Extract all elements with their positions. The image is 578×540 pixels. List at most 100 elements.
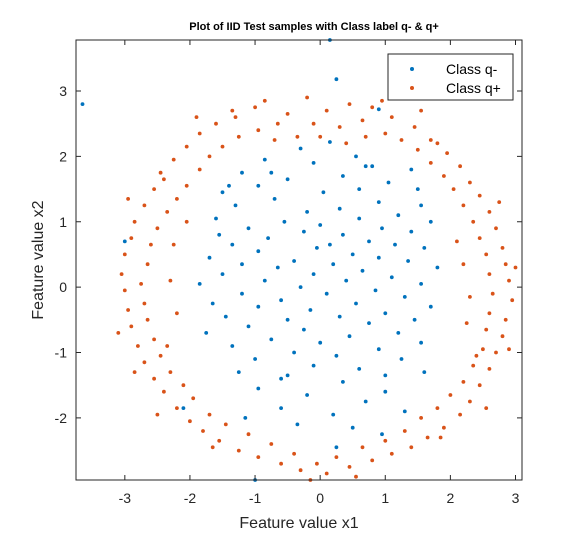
- point-q-minus: [341, 174, 345, 178]
- legend-label-q-plus: Class q+: [446, 80, 501, 96]
- point-q-minus: [279, 406, 283, 410]
- point-q-minus: [357, 367, 362, 371]
- point-q-minus: [298, 285, 303, 289]
- point-q-plus: [468, 295, 472, 299]
- point-q-plus: [402, 429, 407, 433]
- point-q-minus: [419, 340, 423, 345]
- point-q-plus: [201, 429, 205, 433]
- point-q-minus: [396, 331, 401, 335]
- point-q-plus: [184, 183, 189, 188]
- point-q-minus: [210, 301, 215, 306]
- point-q-plus: [389, 451, 394, 456]
- point-q-plus: [419, 108, 423, 113]
- point-q-plus: [262, 98, 267, 103]
- point-q-minus: [328, 140, 332, 144]
- point-q-minus: [122, 239, 127, 244]
- point-q-minus: [341, 232, 345, 237]
- point-q-plus: [442, 425, 446, 430]
- legend-box: [387, 53, 514, 101]
- point-q-minus: [318, 223, 323, 227]
- point-q-plus: [181, 383, 186, 388]
- point-q-minus: [435, 265, 440, 270]
- point-q-minus: [354, 154, 358, 159]
- point-q-plus: [419, 416, 423, 420]
- point-q-minus: [204, 331, 209, 335]
- point-q-plus: [412, 125, 417, 129]
- point-q-plus: [158, 353, 163, 358]
- point-q-minus: [298, 146, 303, 151]
- point-q-minus: [328, 242, 332, 247]
- point-q-plus: [152, 376, 157, 381]
- point-q-plus: [334, 455, 339, 459]
- point-q-minus: [334, 77, 339, 82]
- point-q-plus: [324, 108, 329, 113]
- point-q-plus: [324, 471, 329, 476]
- point-q-plus: [464, 321, 469, 325]
- point-q-minus: [341, 380, 345, 384]
- point-q-plus: [184, 219, 189, 224]
- point-q-minus: [262, 157, 267, 162]
- point-q-minus: [428, 304, 433, 309]
- point-q-plus: [468, 180, 472, 185]
- point-q-plus: [370, 105, 375, 110]
- point-q-plus: [145, 262, 150, 267]
- plot-area: [76, 40, 522, 480]
- point-q-minus: [256, 386, 261, 391]
- point-q-minus: [282, 219, 287, 224]
- point-q-plus: [484, 252, 489, 257]
- point-q-plus: [175, 311, 179, 316]
- point-q-plus: [175, 406, 179, 410]
- point-q-minus: [279, 298, 283, 303]
- point-q-minus: [295, 422, 300, 427]
- point-q-plus: [194, 115, 199, 119]
- point-q-minus: [334, 353, 339, 358]
- point-q-plus: [438, 435, 443, 440]
- point-q-plus: [298, 468, 303, 473]
- point-q-minus: [422, 370, 427, 374]
- point-q-minus: [279, 376, 283, 381]
- point-q-plus: [380, 98, 384, 103]
- point-q-plus: [214, 121, 218, 126]
- point-q-plus: [481, 347, 485, 352]
- point-q-minus: [305, 393, 309, 397]
- point-q-plus: [191, 396, 196, 401]
- point-q-plus: [318, 134, 323, 139]
- point-q-plus: [233, 115, 238, 119]
- point-q-plus: [471, 219, 476, 224]
- x-axis-label: Feature value x1: [239, 515, 358, 532]
- point-q-plus: [295, 134, 300, 139]
- point-q-plus: [129, 236, 134, 241]
- point-q-minus: [266, 236, 270, 241]
- point-q-minus: [256, 304, 261, 309]
- points-layer: [80, 38, 518, 482]
- legend: Class q- Class q+: [387, 53, 514, 101]
- point-q-minus: [347, 334, 352, 339]
- point-q-plus: [484, 406, 489, 410]
- x-tick-label: -1: [249, 490, 262, 506]
- point-q-minus: [376, 107, 381, 112]
- point-q-minus: [230, 242, 235, 247]
- point-q-minus: [360, 268, 365, 273]
- point-q-minus: [367, 321, 371, 325]
- point-q-plus: [236, 448, 241, 453]
- point-q-plus: [152, 187, 157, 192]
- point-q-minus: [422, 246, 427, 250]
- point-q-minus: [412, 317, 417, 322]
- point-q-plus: [279, 461, 283, 466]
- point-q-plus: [455, 239, 459, 244]
- point-q-minus: [399, 357, 404, 361]
- point-q-minus: [380, 432, 384, 437]
- point-q-plus: [256, 455, 261, 459]
- point-q-plus: [337, 125, 342, 129]
- point-q-plus: [119, 272, 124, 276]
- point-q-plus: [158, 170, 163, 175]
- point-q-minus: [409, 167, 414, 172]
- point-q-plus: [253, 105, 257, 110]
- point-q-plus: [507, 278, 511, 283]
- point-q-minus: [393, 242, 397, 247]
- point-q-minus: [311, 363, 316, 368]
- point-q-plus: [285, 112, 290, 116]
- point-q-plus: [136, 344, 140, 348]
- point-q-plus: [175, 197, 179, 201]
